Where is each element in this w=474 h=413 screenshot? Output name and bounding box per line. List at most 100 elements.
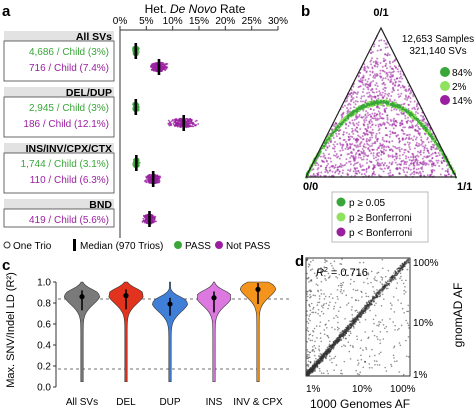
ternary-point [369,70,372,73]
ternary-hwe-point [355,109,359,112]
ternary-point [335,153,338,156]
scatter-point [365,346,367,349]
ternary-point [346,172,349,175]
ternary-point [385,43,388,46]
scatter-point [405,319,407,322]
scatter-point [379,321,382,324]
trio-point [185,125,188,128]
trio-point [172,122,175,125]
scatter-point [351,306,353,308]
group-count: 2,945 / Child (3%) [29,103,109,114]
scatter-point [314,311,317,314]
ternary-point [374,124,377,127]
ternary-point [341,106,344,109]
ternary-point [371,66,374,69]
ternary-point [382,77,385,80]
panel-b-letter: b [301,3,310,20]
ternary-point [419,149,422,152]
ternary-point [423,117,426,120]
ternary-point [384,149,387,152]
ternary-point [336,166,339,169]
ternary-point [365,116,368,119]
ternary-point [362,83,365,86]
ternary-point [394,131,397,134]
ternary-point [312,173,315,176]
scatter-point [320,340,323,343]
ternary-point [402,159,405,162]
ternary-point [330,160,333,163]
trio-point [155,65,158,68]
ternary-point [430,140,433,143]
trio-point [159,64,162,67]
ternary-point [405,155,408,158]
ternary-p-legend: p ≥ 0.05 p ≥ Bonferroni p < Bonferroni [331,191,429,243]
scatter-point [390,308,392,310]
ternary-point [370,152,373,155]
ternary-hwe-point [339,123,342,127]
ternary-point [385,140,388,143]
scatter-point [316,284,319,287]
ternary-point [391,140,394,143]
ternary-point [332,136,335,139]
ternary-point [419,161,422,164]
trio-point [188,122,191,125]
ternary-point [407,166,410,169]
ternary-point [446,170,449,173]
scatter-point [326,346,329,349]
scatter-point [355,289,357,292]
ternary-point [353,174,356,177]
ternary-point [409,163,412,166]
ternary-point [361,164,364,167]
trio-point [175,122,178,125]
ternary-hwe-point [338,125,341,128]
scatter-point [307,360,310,363]
ternary-point [388,71,391,74]
scatter-point [306,353,309,356]
ternary-point [352,170,355,173]
ternary-hwe-point [359,106,362,109]
scatter-point [358,373,360,376]
ternary-point [399,124,402,127]
ternary-point [374,140,377,143]
ternary-point [431,157,434,160]
ternary-point [375,105,378,108]
ternary-point [391,90,394,93]
scatter-point [381,258,384,261]
ternary-point [381,91,384,94]
ternary-point [347,111,350,114]
ternary-point [372,117,375,120]
ternary-point [381,145,384,148]
ternary-point [327,162,330,165]
ternary-point [401,77,404,80]
ternary-point [352,164,355,167]
scatter-point [328,340,331,343]
ternary-point [450,174,453,177]
ternary-hwe-point [349,114,352,117]
ternary-point [393,158,396,161]
p-legend-label-2: p ≥ Bonferroni [349,213,412,224]
ternary-point [385,145,388,148]
ternary-point [382,163,385,166]
ternary-hwe-point [367,103,370,106]
ternary-point [387,172,390,175]
ternary-point [355,122,358,125]
ternary-point [417,132,420,135]
scatter-point [317,301,319,304]
ternary-point [380,146,383,149]
ternary-point [396,68,399,71]
ternary-point [435,155,438,158]
ternary-point [353,167,356,170]
scatter-point [365,295,368,298]
ternary-point [341,172,344,175]
scatter-point [335,364,338,366]
trio-point [156,174,159,177]
ternary-point [338,170,341,173]
ternary-point [391,67,394,70]
ternary-point [354,128,357,131]
scatter-point [374,279,376,281]
ternary-point [376,117,379,120]
scatter-point [378,321,380,323]
panel-a-tick-label: 15% [189,16,209,27]
ternary-point [375,62,378,65]
ternary-point [324,148,327,151]
